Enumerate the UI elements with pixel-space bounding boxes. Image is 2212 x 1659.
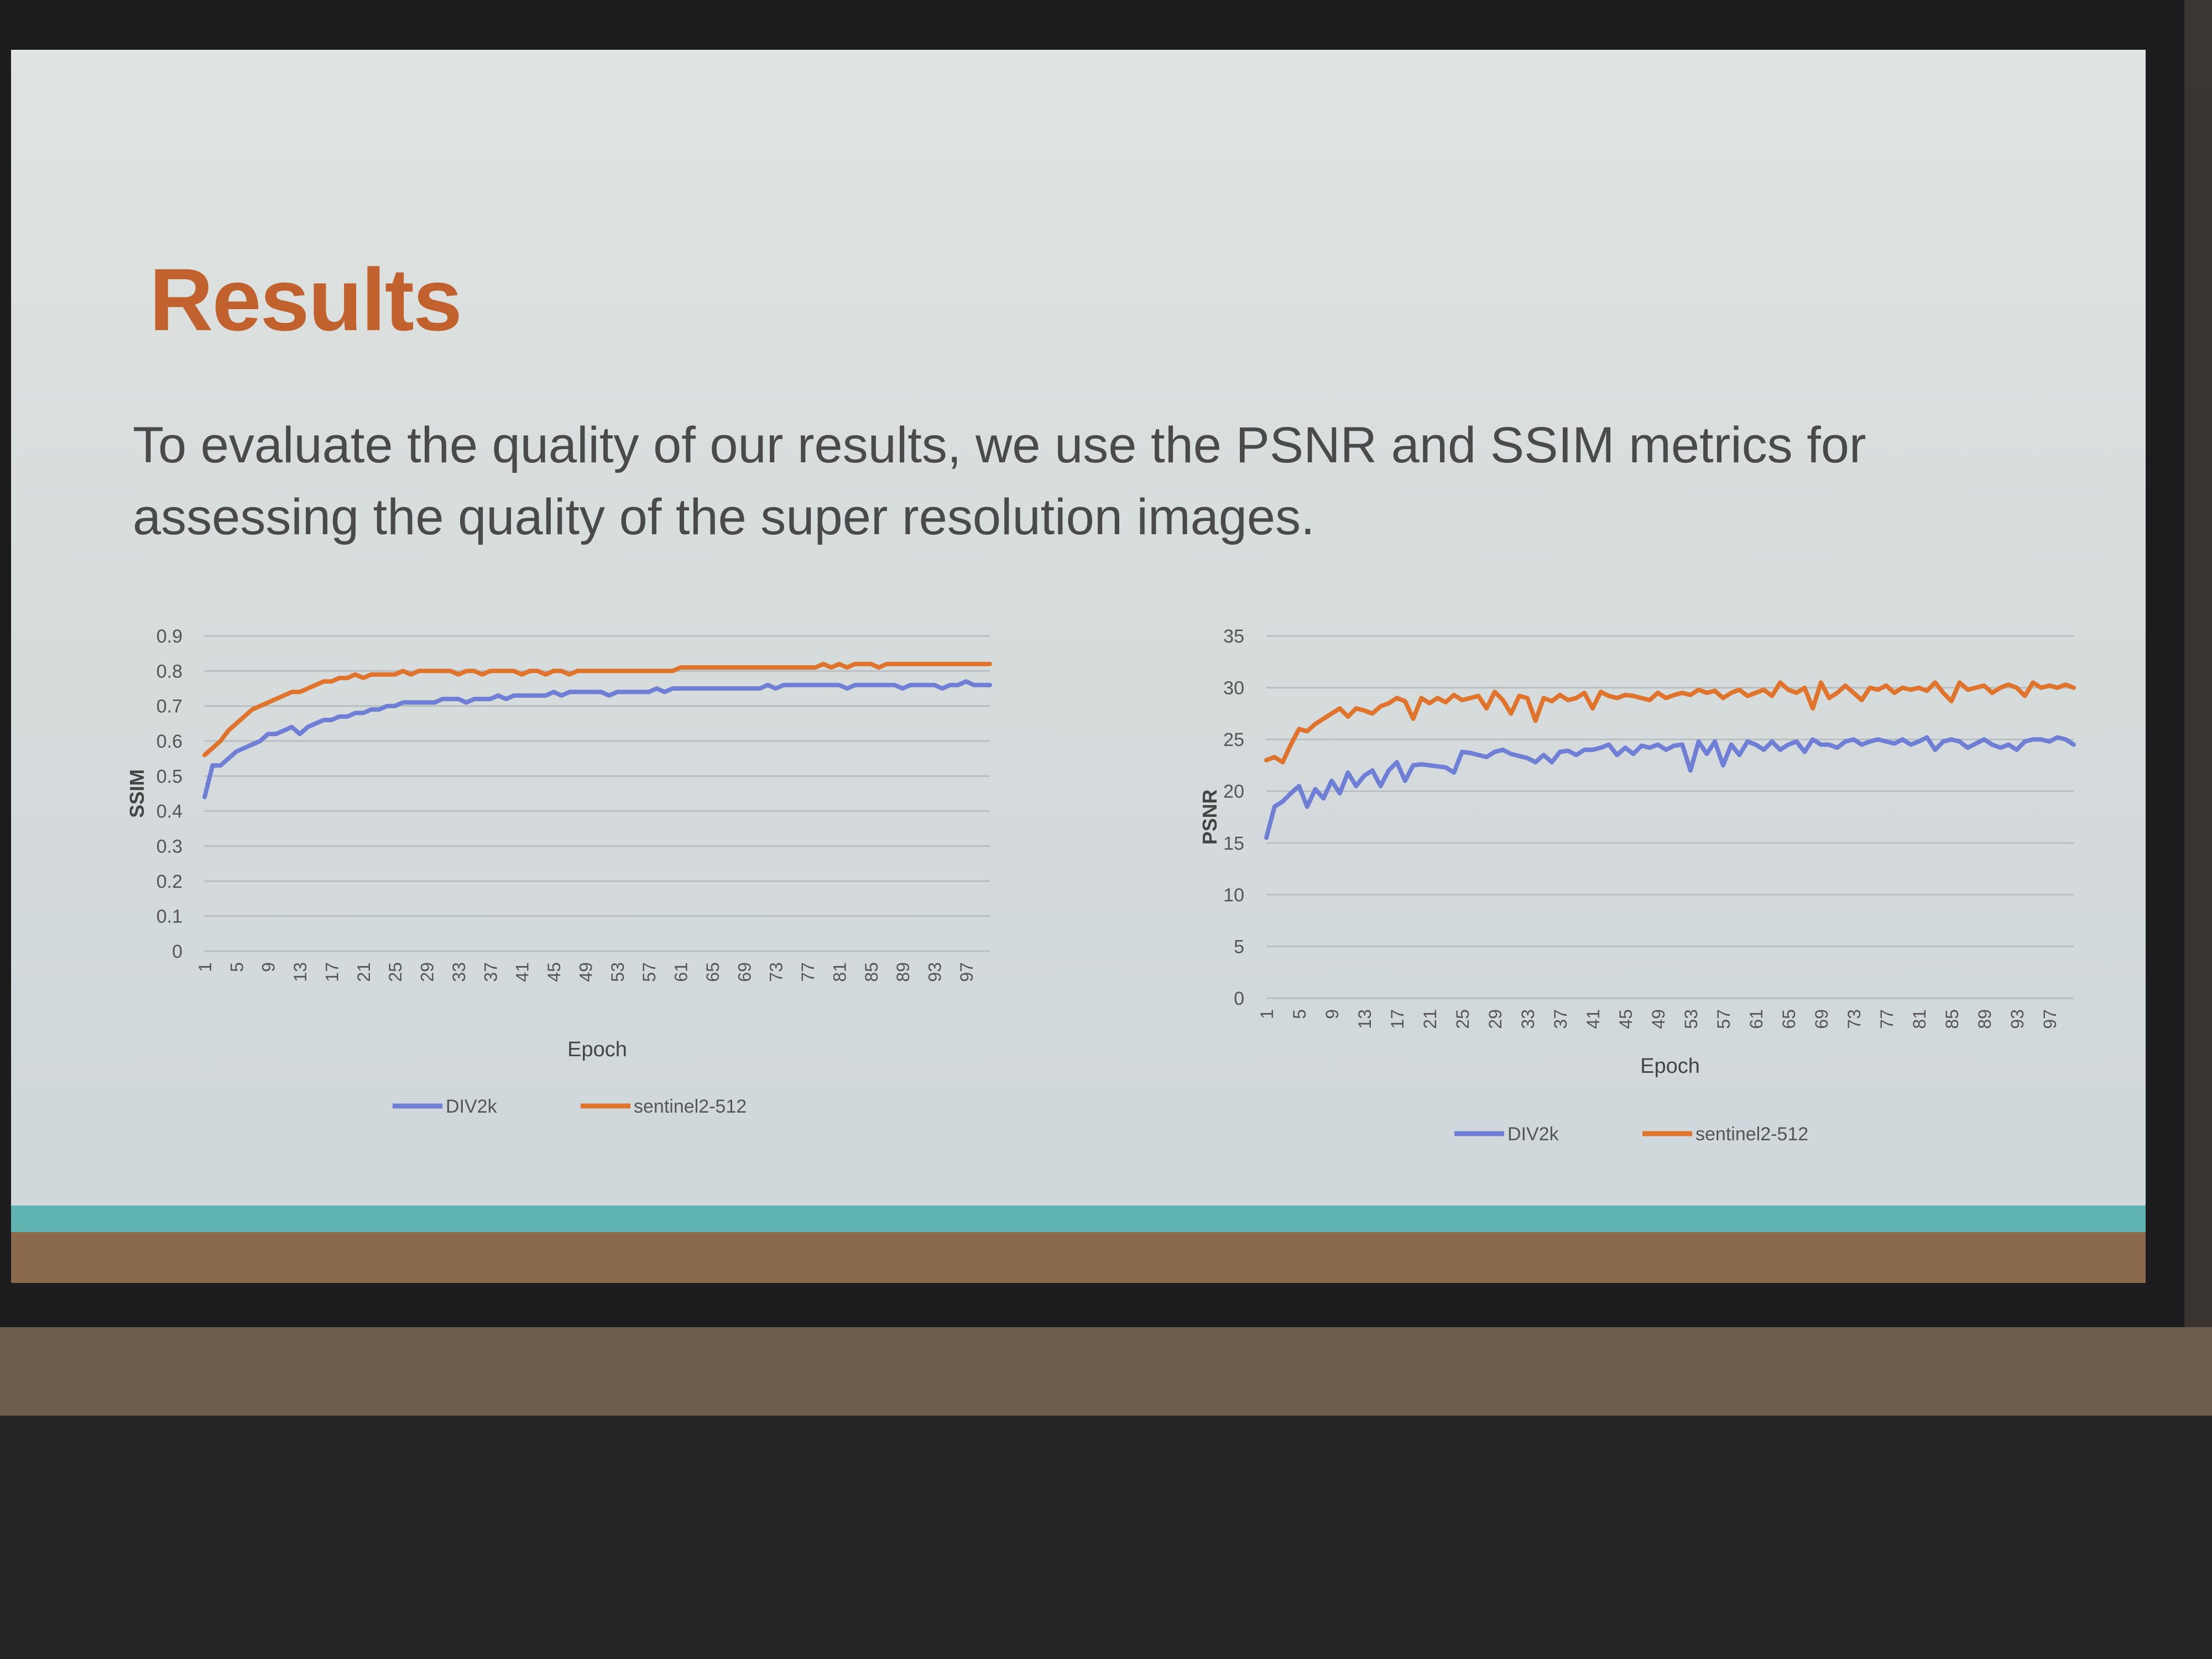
ssim-y-tick-label: 0 (172, 941, 182, 962)
ssim-x-tick-label: 21 (354, 962, 374, 982)
ssim-x-tick-label: 1 (195, 962, 215, 972)
ssim-y-tick-label: 0.7 (156, 696, 182, 717)
ssim-x-tick-label: 77 (798, 962, 818, 982)
ssim-x-tick-label: 53 (608, 962, 628, 982)
ssim-x-tick-label: 93 (925, 962, 945, 982)
psnr-y-tick-label: 15 (1223, 833, 1244, 854)
ssim-x-tick-label: 37 (481, 962, 500, 982)
slide-title: Results (149, 250, 462, 349)
slide-footer-strip (11, 1232, 2146, 1283)
psnr-x-tick-label: 5 (1290, 1009, 1310, 1019)
psnr-x-tick-label: 17 (1387, 1009, 1407, 1029)
psnr-y-tick-label: 0 (1234, 988, 1244, 1009)
ssim-x-tick-label: 89 (893, 962, 913, 982)
psnr-x-tick-label: 45 (1616, 1009, 1636, 1029)
ssim-y-tick-label: 0.6 (156, 731, 182, 752)
slide: Results To evaluate the quality of our r… (11, 50, 2146, 1283)
ssim-x-tick-label: 5 (227, 962, 247, 972)
psnr-x-tick-label: 81 (1910, 1009, 1929, 1029)
psnr-series-line-sentinel2-512 (1264, 680, 2076, 765)
slide-body-text: To evaluate the quality of our results, … (133, 417, 1866, 545)
ssim-y-axis-title: SSIM (126, 769, 148, 818)
psnr-x-tick-label: 93 (2007, 1009, 2027, 1029)
psnr-x-tick-label: 69 (1812, 1009, 1832, 1029)
ssim-x-tick-label: 97 (957, 962, 977, 982)
ssim-legend-label: sentinel2-512 (634, 1096, 747, 1117)
wall-below-screen (0, 1327, 2212, 1416)
psnr-x-tick-label: 49 (1648, 1009, 1668, 1029)
ssim-y-tick-label: 0.3 (156, 836, 182, 857)
ssim-x-tick-label: 41 (513, 962, 533, 982)
ssim-series-line-div2k (202, 679, 992, 800)
ssim-chart-svg: 0 0.1 0.2 0.3 0.4 0.5 0.6 0.7 0.8 0.9 1 5 9 13 17 21 25 2… (126, 626, 992, 1117)
psnr-x-tick-label: 29 (1485, 1009, 1505, 1029)
psnr-x-tick-label: 9 (1322, 1009, 1342, 1019)
psnr-legend-label: DIV2k (1507, 1124, 1559, 1145)
ssim-x-tick-label: 17 (322, 962, 342, 982)
ssim-x-tick-label: 45 (544, 962, 564, 982)
ssim-x-tick-label: 9 (259, 962, 279, 972)
psnr-y-tick-label: 10 (1223, 885, 1244, 906)
psnr-x-tick-label: 57 (1714, 1009, 1734, 1029)
ssim-y-tick-label: 0.8 (156, 661, 182, 682)
ssim-y-tick-label: 0.1 (156, 906, 182, 927)
psnr-series-line-div2k (1264, 735, 2076, 840)
psnr-y-axis-title: PSNR (1198, 789, 1221, 844)
psnr-y-tick-label: 5 (1234, 936, 1244, 957)
ssim-x-axis-title: Epoch (567, 1038, 627, 1061)
room-background-bottom (0, 1416, 2212, 1659)
ssim-y-tick-label: 0.5 (156, 766, 182, 787)
psnr-x-tick-label: 73 (1844, 1009, 1864, 1029)
psnr-x-tick-label: 53 (1681, 1009, 1701, 1029)
ssim-x-tick-label: 61 (671, 962, 691, 982)
ssim-legend-label: DIV2k (446, 1096, 498, 1117)
ssim-chart: 0 0.1 0.2 0.3 0.4 0.5 0.6 0.7 0.8 0.9 1 5 9 13 17 21 25 2… (72, 575, 1067, 1150)
psnr-x-tick-label: 37 (1551, 1009, 1571, 1029)
ssim-x-tick-label: 25 (385, 962, 405, 982)
psnr-y-tick-label: 30 (1223, 678, 1244, 699)
psnr-x-tick-label: 61 (1746, 1009, 1766, 1029)
ssim-series-line-sentinel2-512 (202, 661, 992, 758)
psnr-legend-label: sentinel2-512 (1695, 1124, 1808, 1145)
psnr-x-axis-title: Epoch (1640, 1055, 1700, 1078)
ssim-x-tick-label: 69 (734, 962, 754, 982)
psnr-x-tick-label: 25 (1453, 1009, 1473, 1029)
ssim-y-tick-label: 0.9 (156, 626, 182, 647)
psnr-x-tick-label: 89 (1975, 1009, 1995, 1029)
psnr-x-tick-label: 21 (1420, 1009, 1440, 1029)
ssim-x-tick-label: 73 (766, 962, 786, 982)
psnr-x-tick-label: 77 (1877, 1009, 1897, 1029)
psnr-x-tick-label: 41 (1583, 1009, 1603, 1029)
ssim-x-tick-label: 49 (576, 962, 596, 982)
psnr-x-tick-label: 85 (1942, 1009, 1962, 1029)
psnr-x-tick-label: 33 (1518, 1009, 1538, 1029)
psnr-x-tick-label: 13 (1355, 1009, 1375, 1029)
psnr-x-tick-label: 65 (1779, 1009, 1799, 1029)
ssim-x-tick-label: 57 (639, 962, 659, 982)
psnr-x-tick-label: 97 (2040, 1009, 2060, 1029)
ssim-x-tick-label: 81 (830, 962, 849, 982)
ssim-y-tick-label: 0.2 (156, 871, 182, 892)
psnr-y-tick-label: 35 (1223, 626, 1244, 647)
ssim-x-tick-label: 13 (290, 962, 310, 982)
psnr-chart: 0 5 10 15 20 25 30 35 1 5 9 13 17 21 25 29 33 37 41 45 49 53 5… (1145, 575, 2140, 1167)
projection-screen-frame: Results To evaluate the quality of our r… (0, 0, 2184, 1327)
ssim-y-tick-label: 0.4 (156, 801, 182, 822)
psnr-x-tick-label: 1 (1257, 1009, 1277, 1019)
psnr-y-tick-label: 20 (1223, 781, 1244, 802)
ssim-x-tick-label: 29 (418, 962, 437, 982)
ssim-x-tick-label: 65 (703, 962, 723, 982)
psnr-y-tick-label: 25 (1223, 729, 1244, 750)
slide-footer-band (11, 1206, 2146, 1232)
ssim-x-tick-label: 33 (449, 962, 469, 982)
ssim-x-tick-label: 85 (862, 962, 881, 982)
